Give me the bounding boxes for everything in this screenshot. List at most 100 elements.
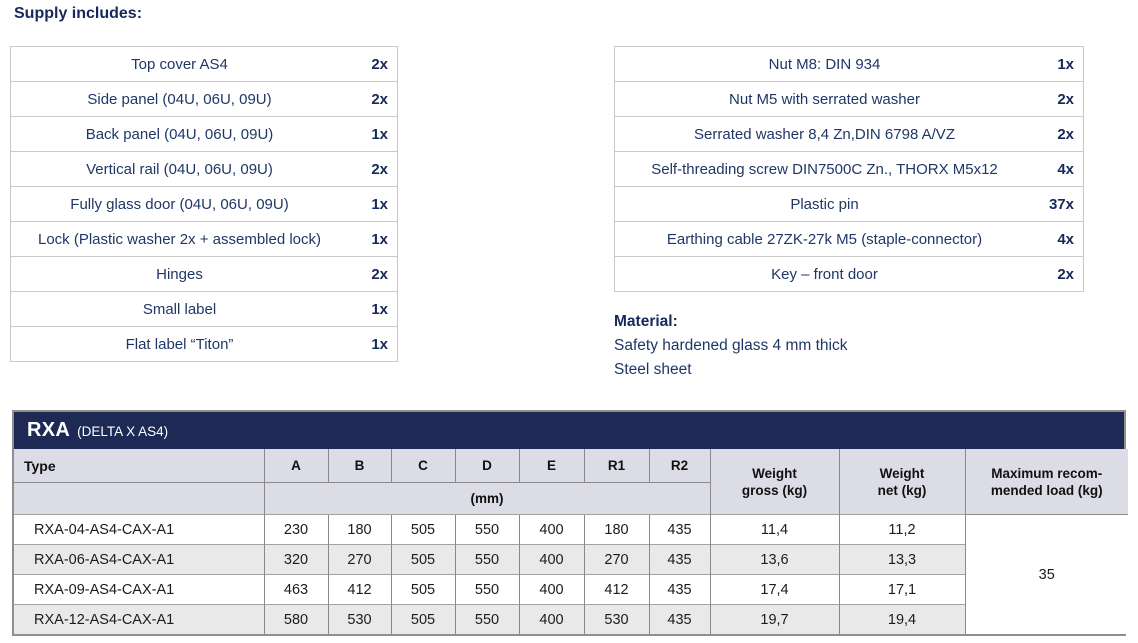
material-heading: Material:	[614, 313, 678, 330]
material-line: Safety hardened glass 4 mm thick	[614, 337, 848, 354]
cell-c: 505	[390, 604, 455, 634]
supply-row: Vertical rail (04U, 06U, 09U) 2x	[10, 151, 398, 187]
cell-weight-gross: 19,7	[709, 604, 839, 634]
item-qty: 2x	[348, 81, 398, 117]
material-block: Material: Safety hardened glass 4 mm thi…	[614, 310, 847, 382]
item-qty: 1x	[1057, 55, 1074, 73]
supply-row: Plastic pin 37x	[614, 186, 1084, 222]
spec-data-row: RXA-06-AS4-CAX-A1 320 270 505 550 400 27…	[14, 544, 1128, 575]
item-qty: 1x	[348, 326, 398, 362]
cell-a: 580	[263, 604, 328, 634]
cell-type: RXA-09-AS4-CAX-A1	[14, 574, 264, 605]
cell-weight-gross: 17,4	[709, 574, 839, 605]
supply-row: Side panel (04U, 06U, 09U) 2x	[10, 81, 398, 117]
cell-type: RXA-06-AS4-CAX-A1	[14, 544, 264, 575]
supply-row: Fully glass door (04U, 06U, 09U) 1x	[10, 186, 398, 222]
page-title: Supply includes:	[14, 5, 143, 22]
cell-d: 550	[454, 604, 519, 634]
col-header-c: C	[390, 449, 455, 483]
col-header-e: E	[518, 449, 584, 483]
cell-b: 270	[327, 544, 391, 575]
cell-d: 550	[454, 544, 519, 575]
spec-subtitle: (DELTA X AS4)	[77, 424, 169, 439]
col-header-r1: R1	[583, 449, 649, 483]
cell-d: 550	[454, 574, 519, 605]
item-qty: 2x	[1034, 81, 1084, 117]
cell-e: 400	[518, 544, 584, 575]
item-label: Side panel (04U, 06U, 09U)	[10, 81, 348, 117]
item-label: Plastic pin	[614, 186, 1034, 222]
cell-weight-net: 13,3	[838, 544, 965, 575]
cell-c: 505	[390, 574, 455, 605]
spec-title: RXA	[27, 419, 71, 441]
unit-label: (mm)	[263, 482, 710, 515]
item-qty: 2x	[371, 55, 388, 73]
cell-b: 412	[327, 574, 391, 605]
supply-row: Earthing cable 27ZK-27k M5 (staple-conne…	[614, 221, 1084, 257]
item-label: Back panel (04U, 06U, 09U)	[10, 116, 348, 152]
item-label: Flat label “Titon”	[10, 326, 348, 362]
item-label: Lock (Plastic washer 2x + assembled lock…	[10, 221, 348, 257]
item-qty: 4x	[1034, 221, 1084, 257]
cell-weight-net: 17,1	[838, 574, 965, 605]
cell-b: 180	[327, 514, 391, 545]
spec-data-row: RXA-12-AS4-CAX-A1 580 530 505 550 400 53…	[14, 604, 1128, 634]
item-qty: 1x	[348, 221, 398, 257]
supply-table-left: Top cover AS4 2x Side panel (04U, 06U, 09…	[10, 46, 398, 362]
spec-unit-row: (mm)	[14, 482, 1128, 515]
col-header-type: Type	[14, 449, 264, 483]
item-label: Nut M5 with serrated washer	[614, 81, 1034, 117]
supply-row: Serrated washer 8,4 Zn,DIN 6798 A/VZ 2x	[614, 116, 1084, 152]
supply-row: Hinges 2x	[10, 256, 398, 292]
item-qty: 2x	[1034, 256, 1084, 292]
cell-weight-net: 19,4	[838, 604, 965, 634]
cell-c: 505	[390, 514, 455, 545]
spec-data-row: RXA-04-AS4-CAX-A1 230 180 505 550 400 18…	[14, 514, 1128, 634]
item-label: Self-threading screw DIN7500C Zn., THORX…	[614, 151, 1034, 187]
material-line: Steel sheet	[614, 361, 692, 378]
cell-c: 505	[390, 544, 455, 575]
col-header-b: B	[327, 449, 391, 483]
spec-table: Type A B C D E R1 R2 Weight gross (kg) W…	[14, 449, 1128, 634]
cell-a: 320	[263, 544, 328, 575]
item-label: Nut M8: DIN 934	[768, 55, 881, 73]
supply-row: Nut M8: DIN 934 1x	[615, 47, 1084, 82]
item-qty: 2x	[1034, 116, 1084, 152]
item-label: Earthing cable 27ZK-27k M5 (staple-conne…	[614, 221, 1034, 257]
col-header-a: A	[263, 449, 328, 483]
cell-a: 230	[263, 514, 328, 545]
col-header-weight-net: Weight net (kg)	[838, 449, 965, 515]
cell-weight-gross: 11,4	[709, 514, 839, 545]
cell-a: 463	[263, 574, 328, 605]
supply-row: Top cover AS4 2x	[11, 47, 398, 82]
cell-r1: 270	[583, 544, 649, 575]
item-label: Serrated washer 8,4 Zn,DIN 6798 A/VZ	[614, 116, 1034, 152]
cell-r2: 435	[648, 514, 710, 545]
item-qty: 1x	[348, 291, 398, 327]
unit-row-type-spacer	[14, 482, 264, 515]
supply-row: Key – front door 2x	[614, 256, 1084, 292]
cell-r1: 412	[583, 574, 649, 605]
item-label: Fully glass door (04U, 06U, 09U)	[10, 186, 348, 222]
item-qty: 2x	[348, 151, 398, 187]
cell-type: RXA-04-AS4-CAX-A1	[14, 514, 264, 545]
item-qty: 2x	[348, 256, 398, 292]
spec-title-bar: RXA (DELTA X AS4)	[14, 412, 1124, 449]
cell-r1: 180	[583, 514, 649, 545]
cell-max-load: 35	[964, 514, 1128, 634]
spec-table-container: RXA (DELTA X AS4) Type A B C D E R1 R2 W…	[12, 410, 1128, 636]
cell-type: RXA-12-AS4-CAX-A1	[14, 604, 264, 634]
cell-e: 400	[518, 574, 584, 605]
supply-row: Self-threading screw DIN7500C Zn., THORX…	[614, 151, 1084, 187]
item-label: Key – front door	[614, 256, 1034, 292]
item-qty: 1x	[348, 116, 398, 152]
cell-weight-net: 11,2	[838, 514, 965, 545]
supply-table-right: Nut M8: DIN 934 1x Nut M5 with serrated w…	[614, 46, 1084, 292]
cell-r2: 435	[648, 544, 710, 575]
cell-d: 550	[454, 514, 519, 545]
col-header-max-load: Maximum recom- mended load (kg)	[964, 449, 1128, 515]
item-qty: 1x	[348, 186, 398, 222]
spec-data-row: RXA-09-AS4-CAX-A1 463 412 505 550 400 41…	[14, 574, 1128, 605]
item-label: Small label	[10, 291, 348, 327]
cell-r2: 435	[648, 604, 710, 634]
